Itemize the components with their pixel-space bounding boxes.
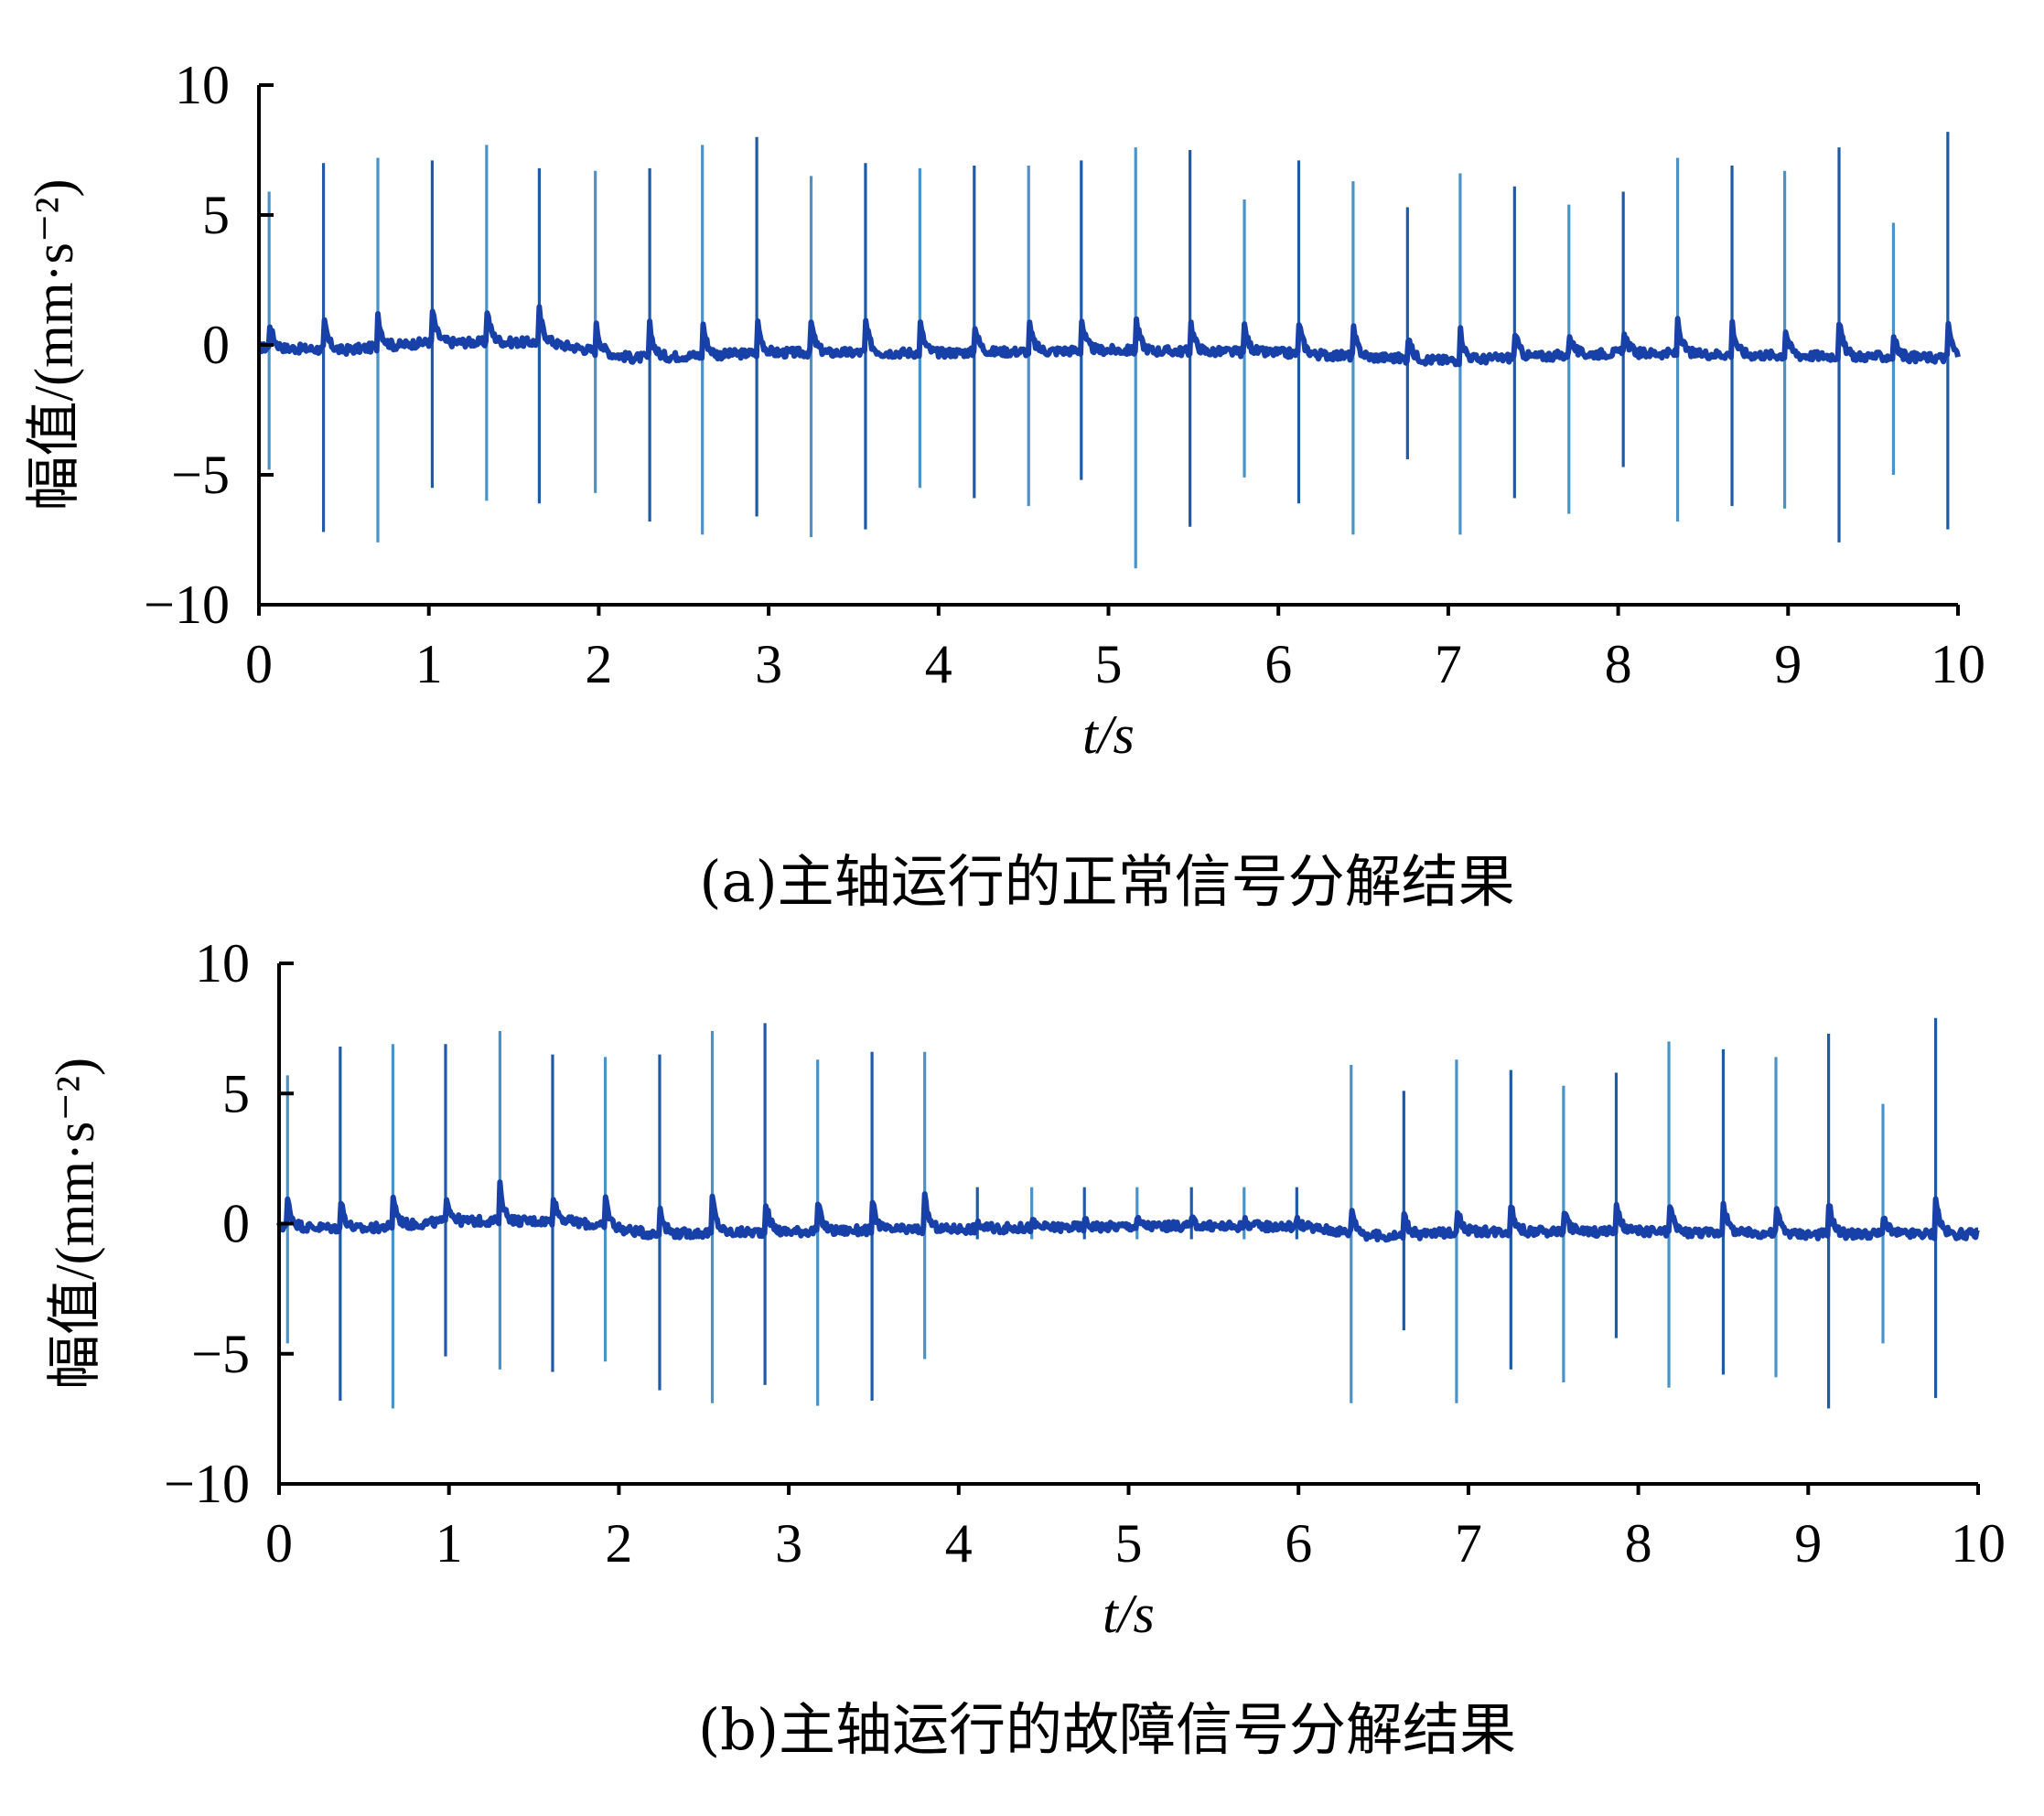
x-axis-label: t/s: [1082, 704, 1135, 765]
panel-caption: (a)主轴运行的正常信号分解结果: [699, 848, 1514, 915]
x-tick-label: 3: [775, 1513, 802, 1574]
x-tick-label: 10: [1951, 1513, 2006, 1574]
x-tick-label: 1: [436, 1513, 463, 1574]
x-tick-label: 8: [1625, 1513, 1652, 1574]
x-tick-label: 6: [1264, 634, 1292, 694]
x-tick-label: 9: [1794, 1513, 1822, 1574]
y-tick-label: 0: [202, 315, 230, 375]
signal-trace: [257, 304, 1961, 368]
y-tick-label: −10: [144, 575, 230, 635]
y-axis-label: 幅值/(mm·s⁻²): [45, 1058, 105, 1390]
x-tick-label: 1: [415, 634, 443, 694]
x-tick-label: 9: [1774, 634, 1802, 694]
x-tick-label: 5: [1095, 634, 1123, 694]
y-axis-label: 幅值/(mm·s⁻²): [24, 179, 84, 511]
x-tick-label: 0: [245, 634, 273, 694]
y-tick-label: −10: [164, 1454, 250, 1514]
signal-trace: [276, 1179, 1980, 1243]
x-tick-label: 6: [1285, 1513, 1312, 1574]
x-tick-label: 4: [925, 634, 952, 694]
panel-caption: (b)主轴运行的故障信号分解结果: [698, 1696, 1516, 1763]
x-tick-label: 10: [1931, 634, 1985, 694]
y-tick-label: 0: [222, 1194, 250, 1254]
x-tick-label: 4: [945, 1513, 973, 1574]
x-tick-label: 8: [1605, 634, 1632, 694]
y-tick-label: −5: [191, 1324, 250, 1384]
y-tick-label: 10: [195, 933, 250, 994]
panel-a: 0 1 2 3 4 5 6 7 8 9 10 10 5 0 −5 −10 t/s 幅值/(mm·s⁻²) (a)主轴…: [24, 55, 1985, 915]
x-tick-label: 3: [755, 634, 782, 694]
panel-b: 0 1 2 3 4 5 6 7 8 9 10 10 5 0 −5 −10 t/s 幅值/(mm·s⁻²) (b)主轴…: [45, 933, 2006, 1763]
x-tick-label: 2: [605, 1513, 632, 1574]
x-tick-label: 2: [585, 634, 612, 694]
x-axis-label: t/s: [1103, 1584, 1155, 1644]
x-tick-label: 0: [265, 1513, 293, 1574]
y-tick-label: 10: [175, 55, 230, 115]
y-tick-label: 5: [222, 1063, 250, 1123]
x-tick-label: 7: [1455, 1513, 1482, 1574]
x-tick-label: 7: [1435, 634, 1462, 694]
y-tick-label: −5: [171, 445, 230, 505]
y-tick-label: 5: [202, 185, 230, 245]
x-tick-label: 5: [1115, 1513, 1143, 1574]
